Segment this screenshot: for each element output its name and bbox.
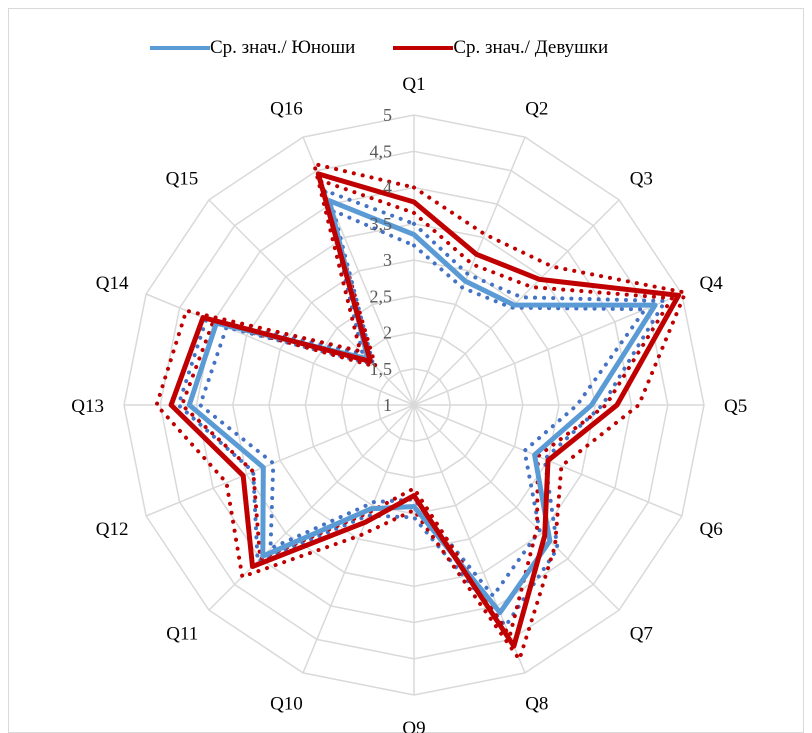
spoke-q2 xyxy=(413,136,526,406)
tick-label-0: 1 xyxy=(383,395,392,415)
axis-label-q14: Q14 xyxy=(96,273,129,294)
tick-label-6: 4 xyxy=(383,178,392,198)
axis-label-q11: Q11 xyxy=(166,624,198,645)
legend-item-boys: Ср. знач./ Юноши xyxy=(150,37,355,59)
axis-label-q12: Q12 xyxy=(96,519,129,540)
spoke-q8 xyxy=(413,404,526,674)
spoke-q15 xyxy=(208,199,415,406)
axis-label-q2: Q2 xyxy=(525,99,548,120)
series-line-4 xyxy=(180,178,674,639)
axis-label-q6: Q6 xyxy=(700,519,723,540)
legend-label-girls: Ср. знач./ Девушки xyxy=(453,37,609,58)
axis-label-q10: Q10 xyxy=(270,694,303,715)
legend-swatch-boys xyxy=(150,46,210,50)
spoke-q7 xyxy=(413,404,620,611)
series-line-3 xyxy=(168,171,682,649)
axis-label-q4: Q4 xyxy=(700,273,724,294)
axis-label-q5: Q5 xyxy=(724,396,747,417)
axis-label-q1: Q1 xyxy=(402,74,425,95)
spoke-q3 xyxy=(413,199,620,406)
tick-label-4: 3 xyxy=(383,250,392,270)
tick-label-7: 4,5 xyxy=(370,141,393,161)
tick-label-3: 2,5 xyxy=(370,286,393,306)
tick-label-5: 3,5 xyxy=(370,214,393,234)
axis-label-q7: Q7 xyxy=(630,624,653,645)
legend-item-girls: Ср. знач./ Девушки xyxy=(393,37,608,59)
legend: Ср. знач./ Юноши Ср. знач./ Девушки xyxy=(150,36,608,60)
axis-label-q8: Q8 xyxy=(525,694,548,715)
axis-label-q15: Q15 xyxy=(166,168,199,189)
legend-swatch-girls xyxy=(393,46,454,50)
spoke-q4 xyxy=(413,293,683,406)
tick-label-8: 5 xyxy=(383,105,392,125)
spoke-q14 xyxy=(145,293,415,406)
tick-label-2: 2 xyxy=(383,323,392,343)
legend-label-boys: Ср. знач./ Юноши xyxy=(210,37,356,58)
series-line-1 xyxy=(198,208,648,598)
axis-label-q9: Q9 xyxy=(402,718,425,733)
axis-label-q3: Q3 xyxy=(630,168,653,189)
axis-label-q16: Q16 xyxy=(270,99,303,120)
tick-label-1: 1,5 xyxy=(370,359,393,379)
axis-label-q13: Q13 xyxy=(71,396,104,417)
spoke-q10 xyxy=(302,404,415,674)
spoke-q12 xyxy=(145,404,415,517)
